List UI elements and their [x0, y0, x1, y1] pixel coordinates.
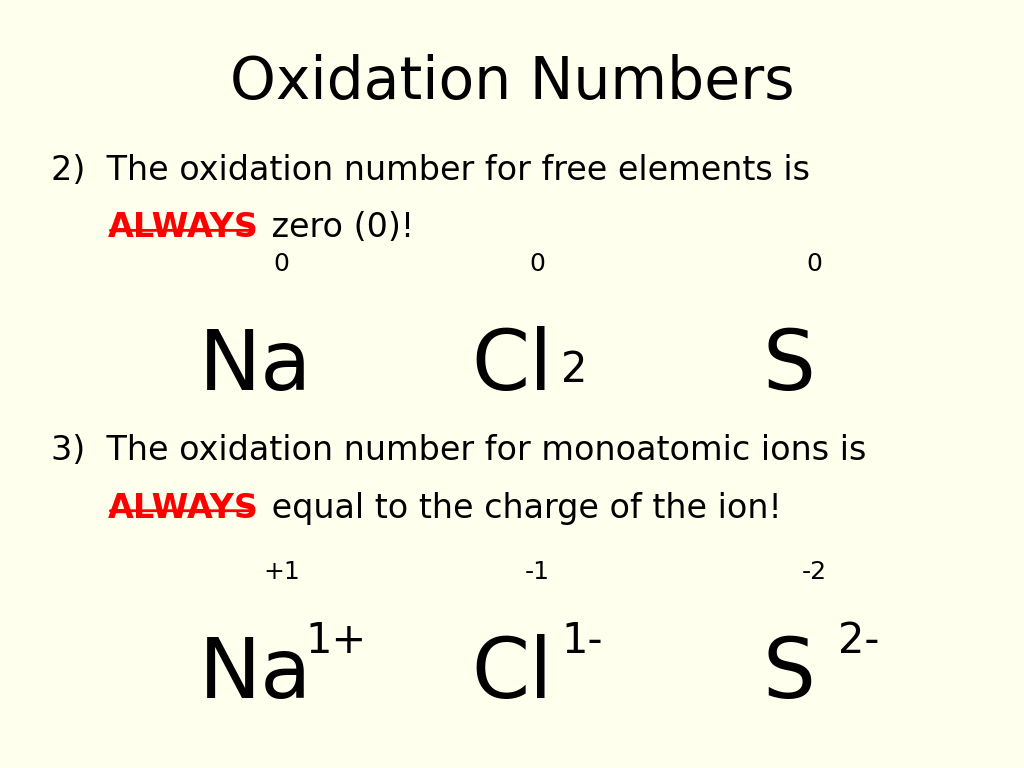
Text: 2-: 2-: [838, 620, 879, 662]
Text: ALWAYS: ALWAYS: [108, 211, 258, 244]
Text: zero (0)!: zero (0)!: [261, 211, 415, 244]
Text: ALWAYS: ALWAYS: [108, 492, 258, 525]
Text: Na: Na: [200, 634, 312, 714]
Text: 0: 0: [273, 253, 290, 276]
Text: 3)  The oxidation number for monoatomic ions is: 3) The oxidation number for monoatomic i…: [51, 434, 866, 467]
Text: -2: -2: [802, 560, 826, 584]
Text: 1-: 1-: [561, 620, 603, 662]
Text: Cl: Cl: [471, 326, 553, 407]
Text: 2)  The oxidation number for free elements is: 2) The oxidation number for free element…: [51, 154, 810, 187]
Text: S: S: [762, 634, 815, 714]
Text: 0: 0: [529, 253, 546, 276]
Text: Na: Na: [200, 326, 312, 407]
Text: Cl: Cl: [471, 634, 553, 714]
Text: -1: -1: [525, 560, 550, 584]
Text: Oxidation Numbers: Oxidation Numbers: [229, 54, 795, 111]
Text: S: S: [762, 326, 815, 407]
Text: +1: +1: [263, 560, 300, 584]
Text: 1+: 1+: [305, 620, 367, 662]
Text: 2: 2: [561, 349, 588, 392]
Text: 0: 0: [806, 253, 822, 276]
Text: equal to the charge of the ion!: equal to the charge of the ion!: [261, 492, 782, 525]
